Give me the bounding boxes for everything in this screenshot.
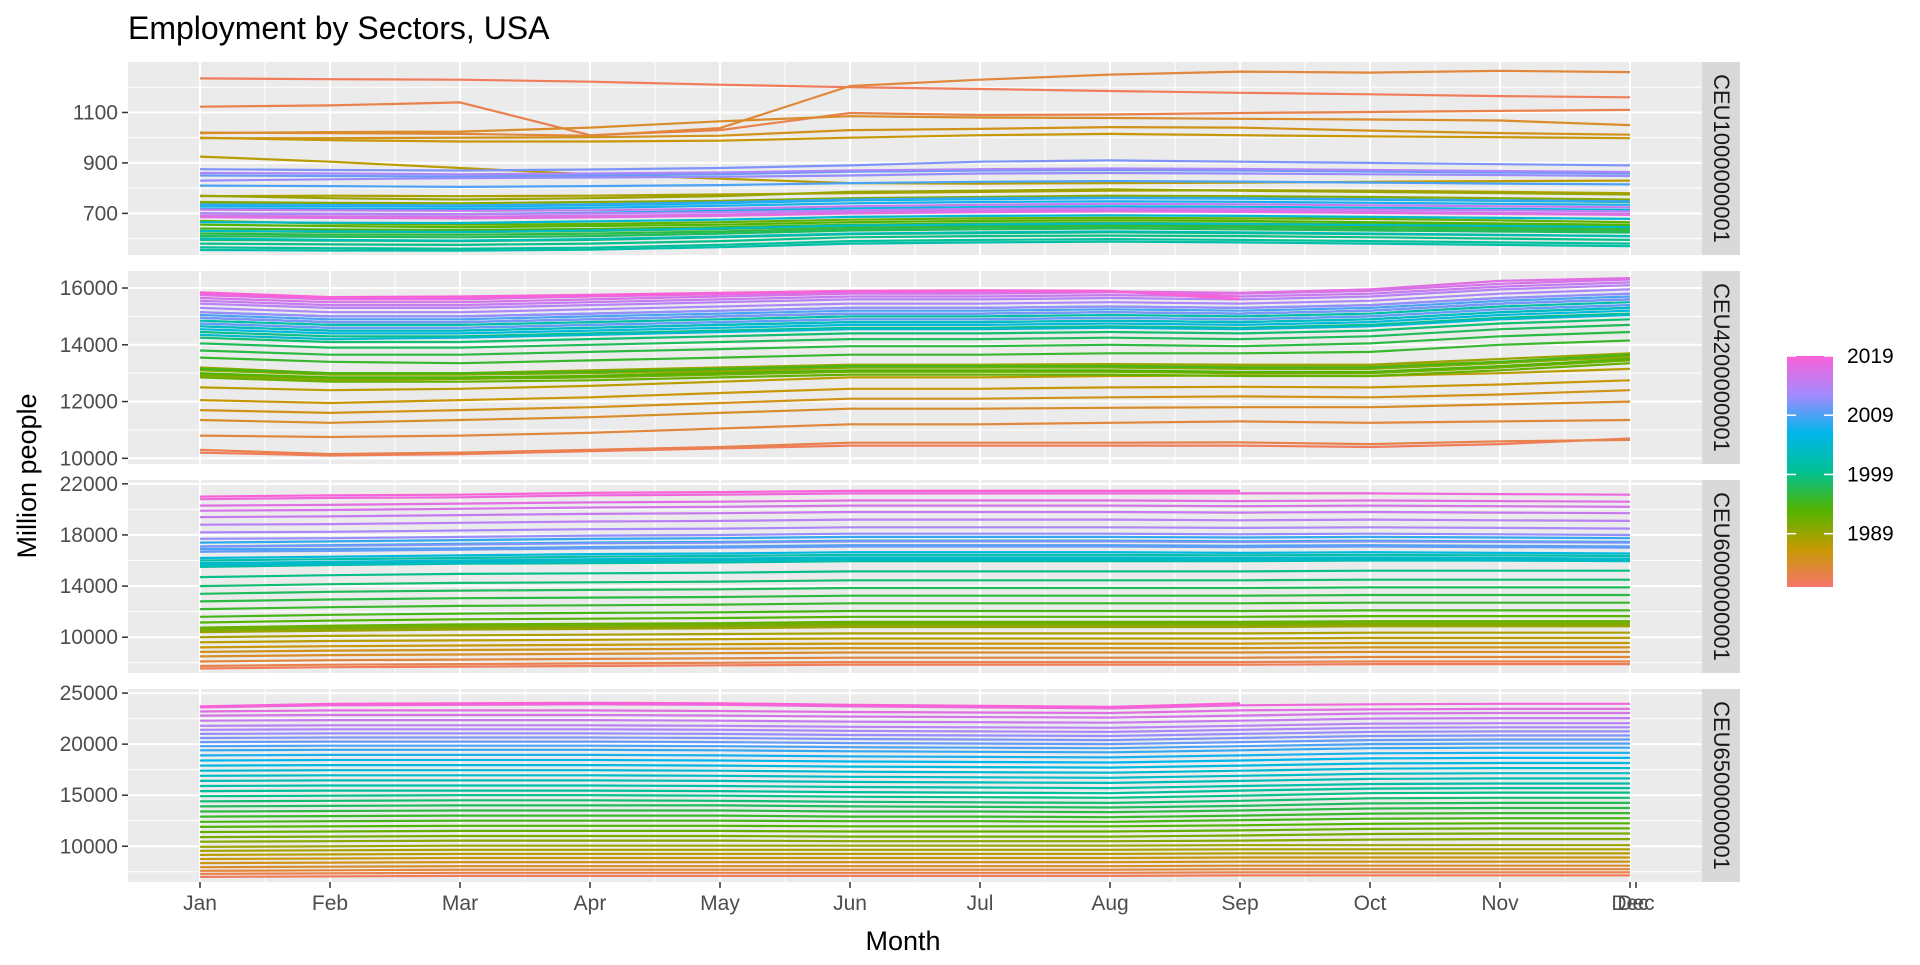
y-tick-label: 10000 xyxy=(60,626,118,649)
color-legend: 1989 1999 2009 2019 xyxy=(1787,345,1894,587)
facet-panel: 700 900 1100 CEU1000000001 xyxy=(73,62,1740,255)
x-tick-label: Nov xyxy=(1481,892,1519,915)
x-axis-title: Month xyxy=(865,926,940,956)
x-tick-label: Jan xyxy=(183,892,217,915)
x-tick-label: Apr xyxy=(574,892,607,915)
y-tick-label: 12000 xyxy=(60,391,118,414)
x-tick-label: Oct xyxy=(1354,892,1387,915)
y-tick-label: 10000 xyxy=(60,835,118,858)
y-tick-label: 15000 xyxy=(60,784,118,807)
y-tick-label: 20000 xyxy=(60,733,118,756)
legend-label: 2019 xyxy=(1847,345,1894,368)
x-tick-label: Dec xyxy=(1617,892,1654,915)
legend-label: 1989 xyxy=(1847,523,1894,546)
y-tick-label: 1100 xyxy=(73,101,118,124)
facet-panels: 700 900 1100 CEU1000000001 10000 12000 14000 16… xyxy=(60,62,1740,882)
x-tick-label: Feb xyxy=(312,892,348,915)
facet-strip-label: CEU4200000001 xyxy=(1709,283,1734,452)
x-tick-label: Sep xyxy=(1221,892,1258,915)
facet-strip-label: CEU6500000001 xyxy=(1709,701,1734,870)
y-tick-label: 10000 xyxy=(60,447,118,470)
legend-colorbar xyxy=(1787,356,1833,587)
x-tick-label: Mar xyxy=(442,892,478,915)
y-tick-label: 700 xyxy=(83,202,118,225)
y-tick-label: 14000 xyxy=(60,334,118,357)
chart-title: Employment by Sectors, USA xyxy=(128,10,550,46)
y-tick-label: 16000 xyxy=(60,277,118,300)
y-axis-title: Million people xyxy=(12,393,42,558)
x-tick-label: Jul xyxy=(967,892,994,915)
legend-label: 1999 xyxy=(1847,463,1894,486)
facet-strip-label: CEU6000000001 xyxy=(1709,492,1734,661)
x-tick-label: Aug xyxy=(1091,892,1128,915)
facet-panel: 10000 14000 18000 22000 CEU6000000001 xyxy=(60,473,1740,673)
x-tick-label: Jun xyxy=(833,892,867,915)
facet-strip-label: CEU1000000001 xyxy=(1709,74,1734,243)
y-tick-label: 14000 xyxy=(60,575,118,598)
y-tick-label: 22000 xyxy=(60,473,118,496)
y-tick-label: 18000 xyxy=(60,524,118,547)
facet-panel: 10000 15000 20000 25000 CEU6500000001 xyxy=(60,682,1740,882)
y-tick-label: 900 xyxy=(83,152,118,175)
y-tick-label: 25000 xyxy=(60,682,118,705)
facet-panel: 10000 12000 14000 16000 CEU4200000001 xyxy=(60,271,1740,470)
x-tick-label: May xyxy=(700,892,740,915)
x-axis: JanFebMarAprMayJunJulAugSepOctNovDecDec xyxy=(183,882,1655,915)
legend-label: 2009 xyxy=(1847,404,1894,427)
